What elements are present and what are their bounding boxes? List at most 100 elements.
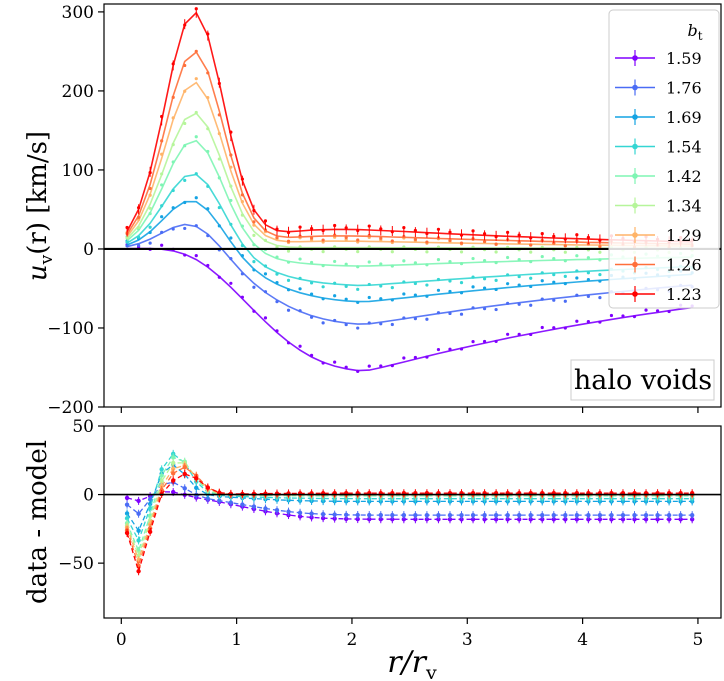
data-point-1.42 [252,243,256,247]
data-point-1.34 [183,121,187,126]
data-point-1.76 [586,294,590,299]
x-tick-label: 1 [231,630,242,650]
data-point-1.42 [552,257,556,261]
series-line-1.29 [126,81,693,247]
data-point-1.59 [252,309,256,313]
data-point-1.26 [402,234,406,239]
data-point-1.34 [321,250,325,254]
x-tick-label: 3 [462,630,473,650]
data-point-1.69 [471,285,475,289]
legend-label-1.26: 1.26 [666,256,702,275]
series-line-1.34 [126,112,693,250]
data-point-1.34 [148,206,152,210]
data-point-1.34 [402,245,406,249]
data-point-1.34 [298,245,302,249]
data-point-1.34 [494,250,498,254]
data-point-1.42 [344,262,348,266]
data-point-1.54 [206,184,210,188]
data-point-1.76 [183,226,187,231]
data-point-1.29 [229,165,233,169]
data-point-1.76 [494,307,498,312]
data-point-1.59 [609,313,614,318]
legend: bt 1.59 1.76 1.69 1.54 1.42 1.34 1.29 1.26 1.23 [608,9,720,309]
data-point-1.54 [459,281,464,285]
data-point-1.42 [171,160,175,164]
series-line-1.54 [126,173,693,287]
data-point-1.69 [482,286,487,290]
data-point-1.26 [517,240,521,244]
legend-label-1.69: 1.69 [666,108,702,127]
data-point-1.69 [598,279,602,283]
data-point-1.54 [263,264,268,268]
data-point-1.42 [379,262,383,266]
data-point-1.69 [229,236,233,240]
legend-marker-1.54 [632,143,638,150]
data-point-1.59 [229,281,233,285]
data-point-1.54 [598,272,602,277]
data-point-1.42 [356,265,360,269]
data-point-1.29 [252,223,256,227]
data-point-1.42 [275,255,279,259]
data-point-1.26 [344,235,348,240]
data-point-1.76 [333,318,337,323]
data-point-1.42 [540,254,544,259]
data-point-1.76 [517,302,521,306]
legend-label-1.42: 1.42 [666,167,702,186]
data-point-1.76 [160,230,164,234]
x-axis-label: r/rv [387,645,437,681]
series-line-1.23 [126,11,693,243]
data-point-1.59 [563,326,567,330]
data-point-1.69 [552,280,556,284]
data-point-1.76 [309,315,314,319]
top-y-label-sub: v [37,254,57,265]
data-point-1.76 [563,299,567,303]
data-point-1.26 [379,236,383,240]
data-point-1.76 [298,309,302,313]
residual-line-1.23 [126,473,693,574]
data-point-1.34 [194,110,198,115]
data-point-1.34 [136,225,141,230]
data-point-1.42 [598,258,602,262]
data-point-1.26 [148,186,152,191]
data-point-1.54 [309,281,314,285]
data-point-1.26 [286,239,291,243]
residual-line-1.26 [126,466,693,568]
data-point-1.54 [298,276,302,280]
data-point-1.54 [367,282,371,287]
data-point-1.54 [136,235,141,239]
data-point-1.76 [171,227,175,231]
legend-label-1.23: 1.23 [666,285,702,304]
data-point-1.42 [183,144,187,148]
x-label-sub: v [425,662,437,681]
data-point-1.42 [390,264,394,268]
data-point-1.42 [563,259,567,263]
data-point-1.69 [333,294,337,298]
bottom-panel-frame [103,425,722,619]
residual-line-1.54 [126,452,693,543]
data-point-1.59 [436,347,441,352]
data-point-1.59 [621,314,625,318]
data-point-1.69 [206,207,210,211]
data-point-1.42 [194,135,198,139]
data-point-1.42 [148,211,152,216]
data-point-1.69 [402,292,406,296]
data-point-1.76 [402,316,406,320]
data-point-1.59 [506,332,510,336]
data-point-1.34 [390,250,394,254]
data-point-1.26 [367,233,371,238]
data-point-1.42 [436,258,441,262]
data-point-1.26 [321,238,325,242]
data-point-1.69 [425,294,429,298]
data-point-1.34 [598,250,602,254]
data-point-1.54 [494,278,498,282]
data-point-1.26 [309,236,314,240]
data-point-1.54 [333,281,337,285]
data-point-1.59 [379,364,383,368]
data-point-1.59 [459,347,464,351]
data-point-1.54 [552,272,556,277]
data-point-1.54 [183,178,187,183]
data-point-1.29 [194,77,198,81]
data-point-1.76 [390,322,394,327]
data-point-1.59 [263,316,268,320]
